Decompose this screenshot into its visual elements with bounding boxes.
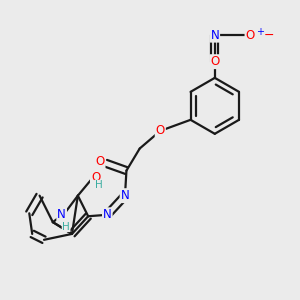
Text: +: +	[256, 27, 264, 37]
Text: O: O	[156, 124, 165, 137]
Text: −: −	[264, 29, 274, 42]
Text: N: N	[57, 208, 66, 221]
Text: O: O	[95, 155, 105, 168]
Text: O: O	[245, 29, 255, 42]
Text: H: H	[62, 222, 70, 232]
Text: N: N	[103, 208, 112, 221]
Text: N: N	[210, 29, 219, 42]
Text: H: H	[94, 180, 102, 190]
Text: N: N	[121, 189, 129, 202]
Text: O: O	[91, 172, 100, 184]
Text: O: O	[210, 55, 219, 68]
